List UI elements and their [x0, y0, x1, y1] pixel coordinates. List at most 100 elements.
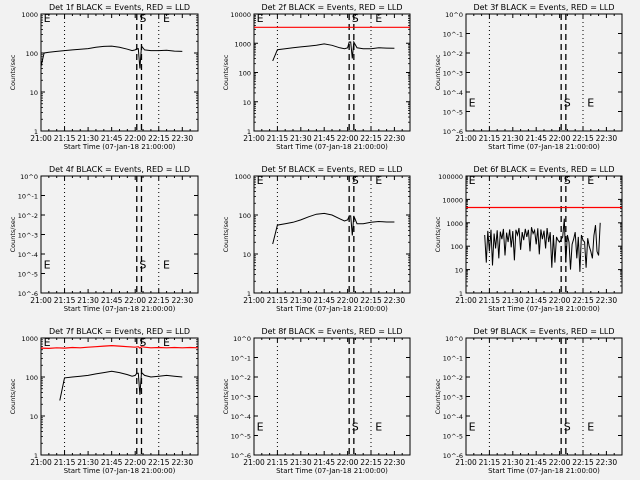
- event-marker-e: E: [44, 259, 51, 272]
- y-tick-label: 10^-3: [18, 232, 38, 240]
- y-tick-label: 1: [34, 128, 38, 136]
- y-tick-label: 100000: [438, 173, 463, 181]
- y-tick-label: 10^-2: [443, 50, 463, 58]
- event-marker-e: E: [163, 336, 170, 349]
- x-tick-label: 21:45: [525, 134, 547, 143]
- y-tick-label: 10^-3: [443, 394, 463, 402]
- x-tick-label: 21:15: [267, 296, 289, 305]
- event-marker-e: E: [257, 174, 264, 187]
- y-axis-label: Counts/sec: [9, 378, 17, 414]
- event-marker-e: E: [469, 97, 476, 110]
- x-tick-label: 22:30: [384, 458, 406, 467]
- x-tick-label: 22:00: [124, 296, 146, 305]
- y-axis-label: Counts/sec: [9, 216, 17, 252]
- y-tick-label: 1000: [21, 11, 38, 19]
- event-marker-s: S: [352, 421, 359, 434]
- x-tick-label: 22:00: [549, 458, 571, 467]
- plot-frame: [253, 175, 411, 294]
- y-axis-label: Counts/sec: [434, 216, 442, 252]
- events-series-line: [272, 40, 395, 62]
- x-tick-label: 21:30: [77, 134, 99, 143]
- plot-frame: [253, 13, 411, 132]
- x-tick-label: 21:15: [54, 134, 76, 143]
- y-tick-label: 10^0: [233, 335, 251, 343]
- x-tick-label: 21:45: [525, 296, 547, 305]
- y-tick-label: 10: [243, 251, 251, 259]
- y-tick-label: 10^-6: [443, 452, 463, 460]
- x-tick-label: 21:45: [313, 458, 335, 467]
- x-tick-label: 21:30: [290, 134, 312, 143]
- plot-frame: [465, 13, 623, 132]
- y-tick-label: 10: [30, 413, 38, 421]
- x-tick-label: 21:00: [30, 458, 52, 467]
- event-marker-s: S: [352, 12, 359, 25]
- y-tick-label: 10^-3: [231, 394, 251, 402]
- y-tick-label: 10^-4: [443, 89, 463, 97]
- event-marker-e: E: [257, 421, 264, 434]
- y-tick-label: 10^-5: [231, 433, 251, 441]
- x-tick-label: 22:15: [360, 296, 382, 305]
- y-tick-label: 10^-3: [443, 70, 463, 78]
- x-axis-label: Start Time (07-Jan-18 21:00:00): [488, 467, 600, 475]
- event-marker-s: S: [564, 174, 571, 187]
- x-tick-label: 21:00: [30, 296, 52, 305]
- y-tick-label: 100: [239, 212, 251, 220]
- y-axis-label: Counts/sec: [9, 54, 17, 90]
- plot-frame: [40, 175, 199, 294]
- panel-title: Det 6f BLACK = Events, RED = LLD: [473, 165, 614, 174]
- y-tick-label: 1: [247, 128, 251, 136]
- y-tick-label: 10^-4: [18, 251, 38, 259]
- y-tick-label: 10000: [230, 11, 251, 19]
- x-tick-label: 22:15: [572, 296, 594, 305]
- y-tick-label: 10: [455, 267, 463, 275]
- panel-title: Det 2f BLACK = Events, RED = LLD: [261, 3, 402, 12]
- panel-title: Det 1f BLACK = Events, RED = LLD: [49, 3, 190, 12]
- y-tick-label: 10^0: [20, 173, 38, 181]
- y-tick-label: 1000: [234, 40, 251, 48]
- y-axis-label: Counts/sec: [222, 216, 230, 252]
- x-tick-label: 22:15: [572, 458, 594, 467]
- event-marker-s: S: [139, 336, 146, 349]
- event-marker-e: E: [257, 12, 264, 25]
- x-tick-label: 21:30: [502, 134, 524, 143]
- x-axis-label: Start Time (07-Jan-18 21:00:00): [64, 305, 176, 313]
- y-tick-label: 10^-4: [231, 413, 251, 421]
- x-tick-label: 22:00: [124, 458, 146, 467]
- y-tick-label: 10^-1: [231, 355, 251, 363]
- y-tick-label: 10^-2: [18, 212, 38, 220]
- x-tick-label: 21:15: [479, 296, 501, 305]
- x-axis-label: Start Time (07-Jan-18 21:00:00): [276, 467, 388, 475]
- panel-title: Det 8f BLACK = Events, RED = LLD: [261, 327, 402, 336]
- y-tick-label: 1000: [446, 220, 463, 228]
- x-tick-label: 21:15: [479, 458, 501, 467]
- x-tick-label: 21:30: [290, 296, 312, 305]
- event-marker-e: E: [44, 336, 51, 349]
- y-tick-label: 10^-4: [443, 413, 463, 421]
- x-tick-label: 21:00: [30, 134, 52, 143]
- event-marker-e: E: [375, 174, 382, 187]
- x-tick-label: 21:00: [243, 134, 265, 143]
- event-marker-s: S: [564, 97, 571, 110]
- y-tick-label: 10^-6: [18, 290, 38, 298]
- event-marker-e: E: [163, 259, 170, 272]
- x-tick-label: 21:15: [479, 134, 501, 143]
- y-axis-label: Counts/sec: [222, 54, 230, 90]
- panel-title: Det 5f BLACK = Events, RED = LLD: [261, 165, 402, 174]
- y-tick-label: 100: [451, 243, 463, 251]
- event-marker-s: S: [139, 259, 146, 272]
- x-tick-label: 21:30: [290, 458, 312, 467]
- x-tick-label: 21:15: [54, 296, 76, 305]
- y-tick-label: 1000: [234, 173, 251, 181]
- y-tick-label: 10^-1: [443, 355, 463, 363]
- y-tick-label: 100: [26, 50, 38, 58]
- plot-frame: [40, 13, 199, 132]
- panel-det-2f: Det 2f BLACK = Events, RED = LLD 21:00 21:…: [222, 3, 411, 151]
- x-tick-label: 22:15: [148, 458, 170, 467]
- x-tick-label: 21:00: [243, 296, 265, 305]
- event-marker-e: E: [587, 174, 594, 187]
- x-tick-label: 22:15: [148, 296, 170, 305]
